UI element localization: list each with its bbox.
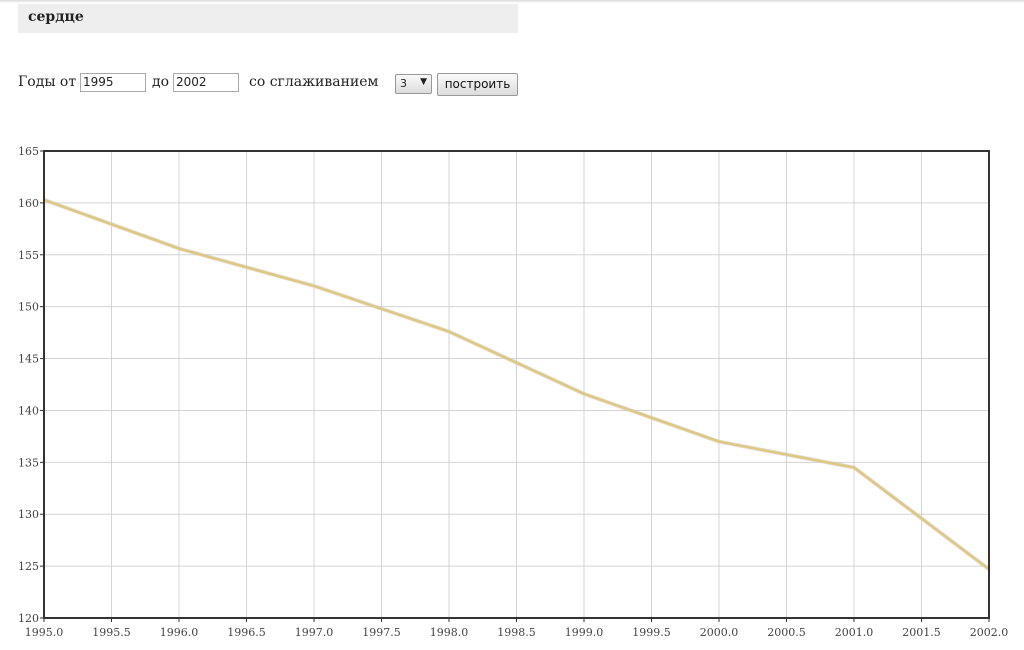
x-tick-label: 1999.5 — [632, 626, 671, 639]
x-tick-label: 1995.5 — [92, 626, 131, 639]
data-point — [312, 284, 316, 288]
y-tick-label: 140 — [18, 404, 39, 417]
x-tick-label: 2000.0 — [700, 626, 739, 639]
x-tick-label: 1996.5 — [227, 626, 266, 639]
x-tick-label: 2001.5 — [902, 626, 941, 639]
y-tick-label: 145 — [18, 353, 39, 366]
x-tick-label: 2001.0 — [835, 626, 874, 639]
to-label: до — [152, 74, 170, 90]
smoothing-value: 3 — [400, 77, 407, 90]
plot-frame — [43, 150, 990, 619]
page-title: сердце — [28, 9, 84, 25]
x-tick-label: 2000.5 — [767, 626, 806, 639]
series-line — [43, 198, 990, 571]
x-tick-label: 2002.0 — [970, 626, 1009, 639]
x-tick-label: 1998.5 — [497, 626, 536, 639]
smoothing-label: со сглаживанием — [249, 74, 379, 90]
y-tick-label: 135 — [18, 456, 39, 469]
top-shadow — [0, 0, 1024, 3]
y-tick-label: 120 — [18, 612, 39, 625]
y-tick-label: 130 — [18, 508, 39, 521]
y-tick-label: 150 — [18, 301, 39, 314]
x-tick-label: 1996.0 — [160, 626, 199, 639]
line-chart: 120 125 130 135 140 145 150 155 160 165 1995.0 1995… — [18, 145, 1009, 639]
data-point — [582, 392, 586, 396]
year-from-input[interactable]: 1995 — [80, 73, 146, 92]
x-tick-label: 1997.5 — [362, 626, 401, 639]
years-from-label: Годы от — [18, 74, 77, 90]
x-tick-label: 1998.0 — [430, 626, 469, 639]
data-point — [852, 466, 856, 469]
title-bar: сердце — [18, 4, 518, 33]
data-point — [447, 330, 451, 333]
y-tick-label: 155 — [18, 249, 39, 262]
chevron-down-icon: ▼ — [420, 77, 427, 87]
x-tick-label: 1997.0 — [295, 626, 334, 639]
x-tick-label: 1999.0 — [565, 626, 604, 639]
build-button[interactable]: построить — [437, 73, 518, 96]
y-tick-label: 165 — [18, 145, 39, 158]
smoothing-select[interactable]: 3 ▼ — [395, 74, 432, 94]
x-tick-label: 1995.0 — [25, 626, 64, 639]
year-to-input[interactable]: 2002 — [173, 73, 239, 92]
y-tick-label: 160 — [18, 197, 39, 210]
y-tick-label: 125 — [18, 560, 39, 573]
data-point — [177, 247, 181, 250]
data-point — [717, 440, 721, 443]
